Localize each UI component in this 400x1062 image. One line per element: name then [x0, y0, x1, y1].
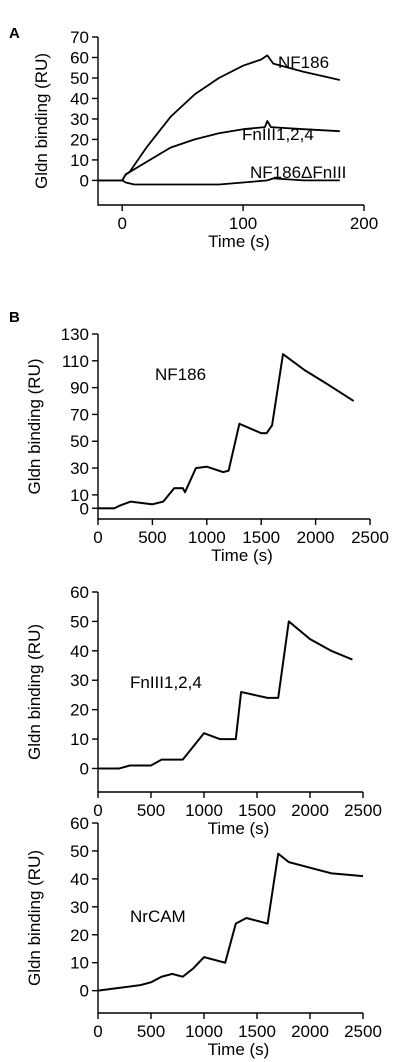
y-tick-label: 40	[70, 642, 89, 661]
axes-frame	[97, 592, 363, 793]
x-tick-label: 1000	[185, 1022, 223, 1041]
y-tick-label: 0	[80, 759, 89, 778]
x-tick-label: 2500	[344, 801, 382, 820]
axes-frame	[97, 334, 370, 520]
y-tick-label: 110	[62, 352, 89, 371]
x-axis-label: Time (s)	[208, 1040, 270, 1059]
x-tick-label: 2000	[297, 528, 335, 547]
x-tick-label: 2500	[351, 528, 389, 547]
y-tick-label: 130	[61, 325, 89, 344]
series-line-1	[98, 353, 355, 510]
y-tick-label: 20	[70, 130, 89, 149]
y-axis-label: Gldn binding (RU)	[25, 358, 44, 494]
series-label: NF186ΔFnIII	[250, 163, 346, 182]
fit-line	[98, 620, 353, 770]
y-tick-label: 50	[70, 612, 89, 631]
axes-frame	[97, 37, 364, 206]
y-tick-label: 0	[80, 499, 89, 518]
y-tick-label: 70	[70, 405, 89, 424]
chart-annotation: FnIII1,2,4	[130, 673, 202, 692]
y-tick-label: 10	[70, 486, 89, 505]
y-tick-label: 20	[70, 701, 89, 720]
x-tick-label: 1000	[188, 528, 226, 547]
y-tick-label: 50	[70, 69, 89, 88]
x-tick-label: 500	[137, 801, 165, 820]
y-tick-label: 50	[70, 432, 89, 451]
y-tick-label: 50	[70, 842, 89, 861]
panel-label-b: B	[9, 309, 20, 326]
x-tick-label: 2500	[344, 1022, 382, 1041]
y-tick-label: 0	[80, 171, 89, 190]
series-line-2	[98, 120, 340, 182]
y-tick-label: 0	[80, 982, 89, 1001]
x-tick-label: 0	[93, 528, 102, 547]
y-tick-label: 90	[70, 379, 89, 398]
x-tick-label: 200	[350, 214, 378, 233]
y-tick-label: 30	[70, 459, 89, 478]
y-tick-label: 60	[70, 814, 89, 833]
x-tick-label: 0	[117, 214, 126, 233]
y-tick-label: 60	[70, 48, 89, 67]
chart-annotation: NF186	[155, 365, 206, 384]
x-tick-label: 1500	[238, 801, 276, 820]
y-tick-label: 10	[70, 954, 89, 973]
y-tick-label: 30	[70, 898, 89, 917]
series-line-1	[98, 620, 353, 770]
x-tick-label: 0	[93, 1022, 102, 1041]
series-line-1	[97, 852, 364, 992]
y-tick-label: 70	[70, 28, 89, 47]
x-tick-label: 500	[138, 528, 166, 547]
x-tick-label: 100	[229, 214, 257, 233]
x-tick-label: 1500	[242, 528, 280, 547]
y-tick-label: 40	[70, 89, 89, 108]
x-tick-label: 1000	[185, 801, 223, 820]
x-tick-label: 500	[137, 1022, 165, 1041]
x-axis-label: Time (s)	[211, 546, 273, 565]
y-axis-label: Gldn binding (RU)	[25, 850, 44, 986]
x-tick-label: 2000	[291, 1022, 329, 1041]
x-tick-label: 1500	[238, 1022, 276, 1041]
y-tick-label: 30	[70, 110, 89, 129]
series-label: NF186	[278, 53, 329, 72]
x-tick-label: 0	[93, 801, 102, 820]
y-tick-label: 20	[70, 926, 89, 945]
chart-4: 0 10 20 30 40 50 60 0 500 1000 1500 2000 2500 Time (s…	[25, 814, 382, 1059]
panel-label-a: A	[9, 25, 20, 42]
x-axis-label: Time (s)	[208, 232, 270, 251]
y-tick-label: 30	[70, 671, 89, 690]
chart-annotation: NrCAM	[130, 907, 186, 926]
y-tick-label: 40	[70, 870, 89, 889]
x-tick-label: 2000	[291, 801, 329, 820]
series-line-1	[98, 54, 340, 182]
series-label: FnIII1,2,4	[242, 125, 314, 144]
y-tick-label: 10	[70, 730, 89, 749]
y-tick-label: 10	[70, 151, 89, 170]
x-axis-label: Time (s)	[208, 819, 270, 838]
y-axis-label: Gldn binding (RU)	[32, 53, 51, 189]
y-tick-label: 60	[70, 583, 89, 602]
y-axis-label: Gldn binding (RU)	[25, 624, 44, 760]
series-line-3	[98, 177, 340, 186]
